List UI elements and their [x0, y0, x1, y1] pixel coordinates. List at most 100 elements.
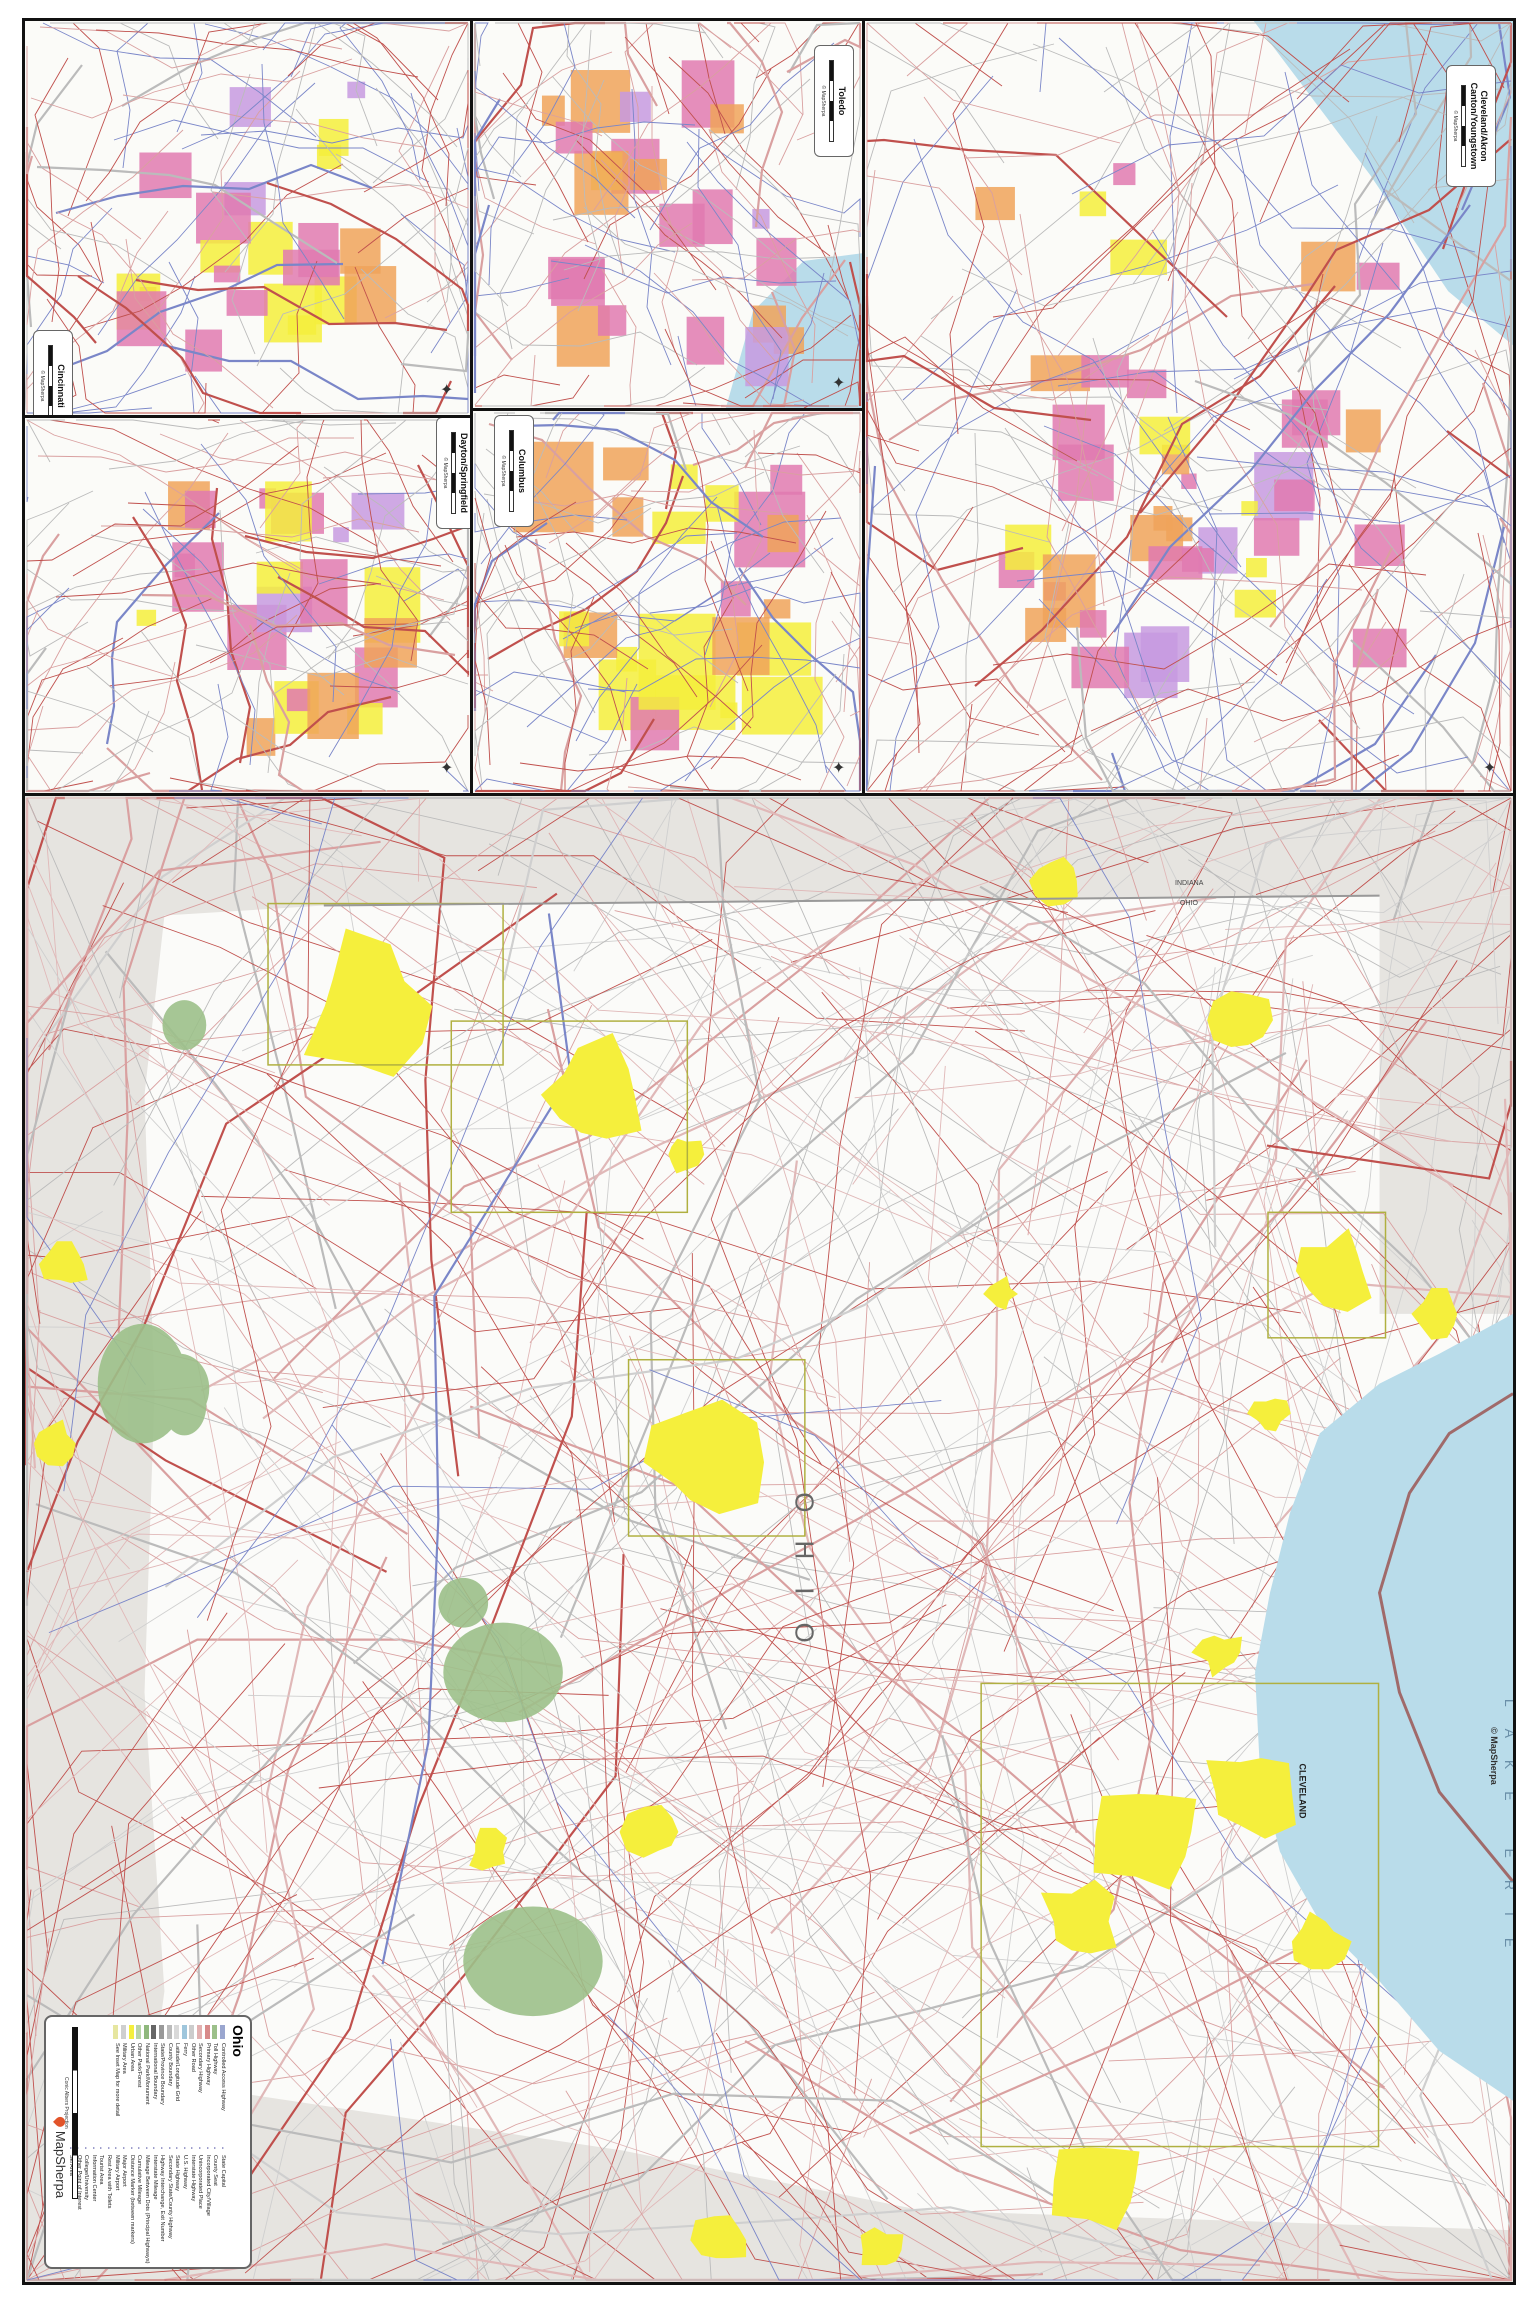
road [26, 426, 29, 503]
municipality [1345, 409, 1381, 453]
road [279, 367, 468, 414]
road [474, 532, 738, 609]
road [593, 22, 772, 211]
legend-label: Toll Highway [212, 2043, 219, 2075]
road [85, 22, 269, 202]
road [122, 94, 424, 148]
municipality [745, 327, 789, 387]
road [35, 1503, 889, 2201]
legend-label: See Inset Map for more detail [113, 2043, 120, 2117]
legend-scale-bar [72, 2027, 78, 2199]
road [39, 26, 343, 69]
road [174, 1419, 1210, 2057]
inset-cincinnati[interactable]: ✦ Cincinnati © MapSherpa [22, 18, 473, 418]
legend-symbol-item: • College/University [82, 2145, 89, 2264]
inset-dayton-springfield[interactable]: ✦ Dayton/Springfield © MapSherpa [22, 415, 473, 796]
municipality [603, 447, 649, 481]
north-arrow-icon: ✦ [440, 382, 453, 399]
inset-cleveland[interactable]: ✦ Cleveland/Akron Canton/Youngstown © Ma… [862, 18, 1516, 796]
map-copyright: © MapSherpa [1488, 1727, 1499, 1785]
legend-label: Information Center [90, 2155, 97, 2202]
north-arrow-icon: ✦ [1483, 760, 1496, 777]
road [1057, 370, 1491, 508]
road [607, 2014, 1138, 2281]
road [880, 386, 1299, 683]
road [974, 461, 1395, 516]
legend-symbol-item: • Incorporated City/Village [203, 2145, 211, 2264]
international-boundary [1377, 1392, 1513, 1883]
road [442, 1368, 640, 2281]
inset-copyright: © MapSherpa [1452, 110, 1459, 142]
road [1364, 152, 1512, 628]
legend-symbol-icon: • [135, 2147, 142, 2149]
legend-symbol-items: • State Capital • County Seat • Incorporated … [67, 2145, 226, 2264]
road [462, 1504, 1402, 2162]
road [595, 904, 1328, 1657]
road [90, 534, 345, 696]
urban-area [469, 1827, 508, 1871]
road [965, 432, 1055, 792]
municipality [770, 464, 803, 495]
urban-area [983, 1276, 1018, 1310]
road [923, 96, 1105, 607]
road [372, 23, 469, 184]
inset-title: Dayton/Springfield [459, 432, 470, 513]
road [938, 540, 1200, 792]
road [704, 412, 806, 656]
park [463, 1906, 603, 2017]
city-label-cleveland: CLEVELAND [1297, 1763, 1308, 1819]
inset-toledo[interactable]: ✦ Toledo © MapSherpa [470, 18, 865, 411]
lake-erie [1255, 1313, 1513, 2101]
legend-label: State Capital [220, 2155, 226, 2188]
road [516, 417, 801, 465]
legend-symbol-icon: • [142, 2147, 149, 2149]
road [79, 1171, 1108, 1890]
road [988, 48, 1351, 391]
road [734, 22, 765, 43]
legend-label: Secondary State/County Highway [166, 2155, 173, 2239]
road [548, 832, 1119, 1761]
road [443, 901, 1502, 1050]
inset-outlines [267, 902, 1387, 2148]
legend-symbol-icon: • [180, 2147, 187, 2149]
road [34, 57, 69, 323]
road [203, 1182, 425, 2193]
road [1280, 183, 1489, 685]
road [1398, 22, 1505, 143]
road [56, 211, 274, 409]
inset-columbus[interactable]: ✦ Columbus © MapSherpa [470, 408, 865, 796]
north-arrow-icon: ✦ [832, 760, 845, 777]
road [960, 703, 1047, 792]
road [710, 1016, 872, 2094]
legend-label: Other Road [189, 2043, 196, 2072]
road [26, 616, 154, 753]
road [615, 767, 849, 792]
municipality [1182, 548, 1214, 572]
legend-line-item: County Boundary [165, 2025, 173, 2116]
road [1113, 204, 1471, 633]
legend-line-item: Secondary Highway [196, 2025, 203, 2116]
road [311, 2029, 1370, 2243]
legend-symbol-item: • County Seat [211, 2145, 218, 2264]
road [519, 755, 802, 781]
road [866, 408, 1278, 676]
road [360, 419, 419, 662]
urban-area [38, 1241, 88, 1284]
road [866, 23, 1005, 164]
main-map[interactable]: OHIO LAKE ERIE © MapSherpa CLEVELAND IND… [22, 793, 1516, 2285]
road [352, 1051, 1287, 1665]
urban-area [643, 1399, 765, 1515]
legend-swatch [196, 2025, 202, 2039]
road [1339, 2244, 1512, 2281]
road [37, 437, 354, 473]
state-label: OHIO [789, 1492, 820, 1671]
road [709, 129, 861, 315]
road [538, 1732, 1487, 2186]
road [504, 965, 1501, 1412]
road [630, 450, 861, 493]
road [1116, 45, 1207, 579]
road [664, 328, 829, 407]
municipality [185, 329, 223, 372]
road [164, 1144, 1072, 1588]
road [474, 23, 603, 137]
